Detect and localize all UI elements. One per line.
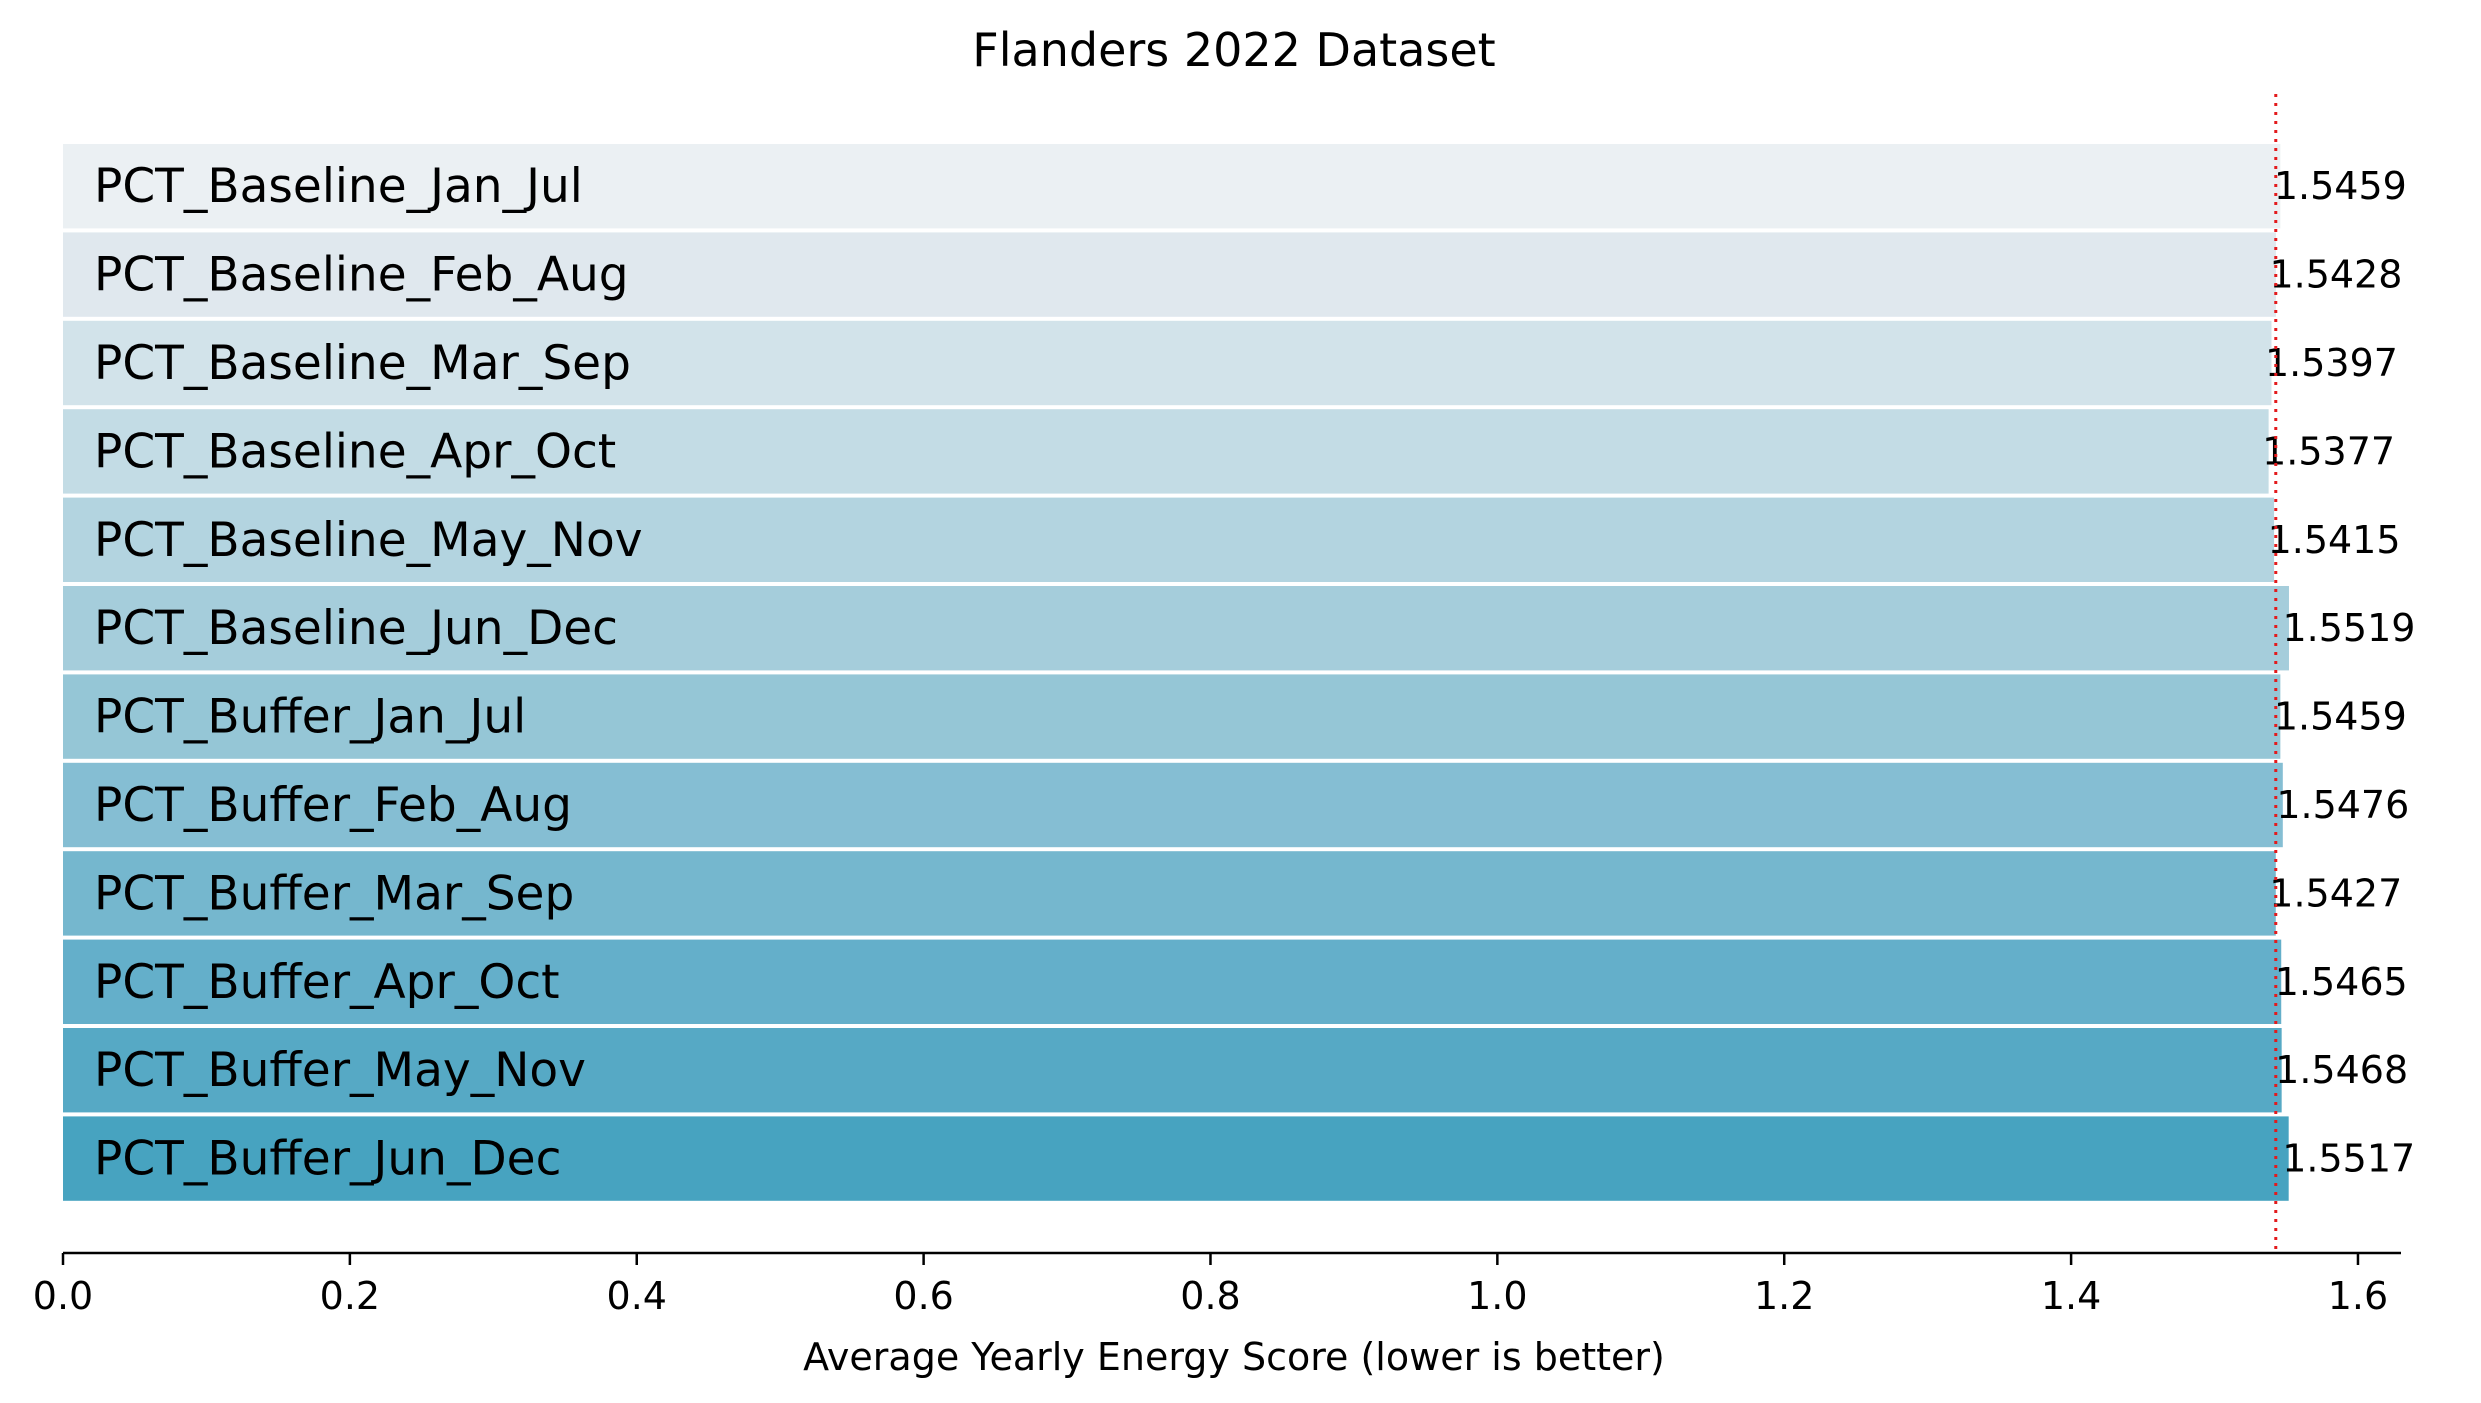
category-label: PCT_Baseline_Feb_Aug	[94, 248, 629, 303]
bar-4	[63, 409, 2269, 494]
x-tick-label: 0.0	[33, 1274, 93, 1318]
bar-11	[63, 1028, 2282, 1113]
value-label: 1.5517	[2282, 1137, 2415, 1181]
category-label: PCT_Buffer_Mar_Sep	[94, 866, 574, 921]
x-tick-label: 0.4	[607, 1274, 667, 1318]
value-label: 1.5468	[2275, 1048, 2408, 1092]
value-label: 1.5465	[2275, 960, 2408, 1004]
x-axis-ticks: 0.0 0.2 0.4 0.6 0.8 1.0 1.2 1.4 1.6	[33, 1253, 2388, 1318]
value-label: 1.5427	[2269, 871, 2402, 915]
x-tick-label: 1.0	[1467, 1274, 1527, 1318]
value-label: 1.5519	[2282, 606, 2415, 650]
value-labels-group: 1.5459 1.5428 1.5397 1.5377 1.5415 1.5519 1.54…	[2262, 164, 2415, 1180]
category-label: PCT_Baseline_Jun_Dec	[94, 601, 618, 656]
category-label: PCT_Buffer_Jan_Jul	[94, 690, 526, 745]
x-tick-label: 0.2	[320, 1274, 380, 1318]
bar-3	[63, 320, 2272, 406]
value-label: 1.5415	[2268, 518, 2401, 562]
x-tick-label: 1.4	[2041, 1274, 2101, 1318]
value-label: 1.5428	[2269, 253, 2402, 297]
x-tick-label: 1.2	[1754, 1274, 1814, 1318]
bar-6	[63, 586, 2289, 671]
value-label: 1.5459	[2274, 164, 2407, 208]
x-tick-label: 0.6	[893, 1274, 953, 1318]
category-label: PCT_Buffer_May_Nov	[94, 1043, 586, 1098]
bar-9	[63, 851, 2276, 936]
bar-1	[63, 144, 2281, 229]
x-axis-label: Average Yearly Energy Score (lower is be…	[803, 1335, 1665, 1379]
bar-5	[63, 497, 2275, 582]
bar-8	[63, 762, 2283, 848]
bar-10	[63, 939, 2282, 1024]
category-label: PCT_Baseline_May_Nov	[94, 513, 643, 568]
category-label: PCT_Baseline_Jan_Jul	[94, 159, 583, 214]
category-labels-group: PCT_Baseline_Jan_Jul PCT_Baseline_Feb_Aug…	[94, 159, 643, 1186]
category-label: PCT_Baseline_Apr_Oct	[94, 424, 616, 479]
value-label: 1.5377	[2262, 429, 2395, 473]
value-label: 1.5459	[2274, 695, 2407, 739]
value-label: 1.5397	[2265, 341, 2398, 385]
bar-7	[63, 674, 2281, 759]
category-label: PCT_Buffer_Jun_Dec	[94, 1132, 561, 1187]
bar-2	[63, 232, 2276, 317]
category-label: PCT_Buffer_Feb_Aug	[94, 778, 572, 833]
x-tick-label: 1.6	[2328, 1274, 2388, 1318]
bars-group	[63, 144, 2289, 1201]
chart-title: Flanders 2022 Dataset	[972, 23, 1495, 77]
category-label: PCT_Buffer_Apr_Oct	[94, 955, 560, 1010]
value-label: 1.5476	[2276, 783, 2409, 827]
category-label: PCT_Baseline_Mar_Sep	[94, 336, 631, 391]
x-tick-label: 0.8	[1180, 1274, 1240, 1318]
bar-12	[63, 1116, 2289, 1201]
